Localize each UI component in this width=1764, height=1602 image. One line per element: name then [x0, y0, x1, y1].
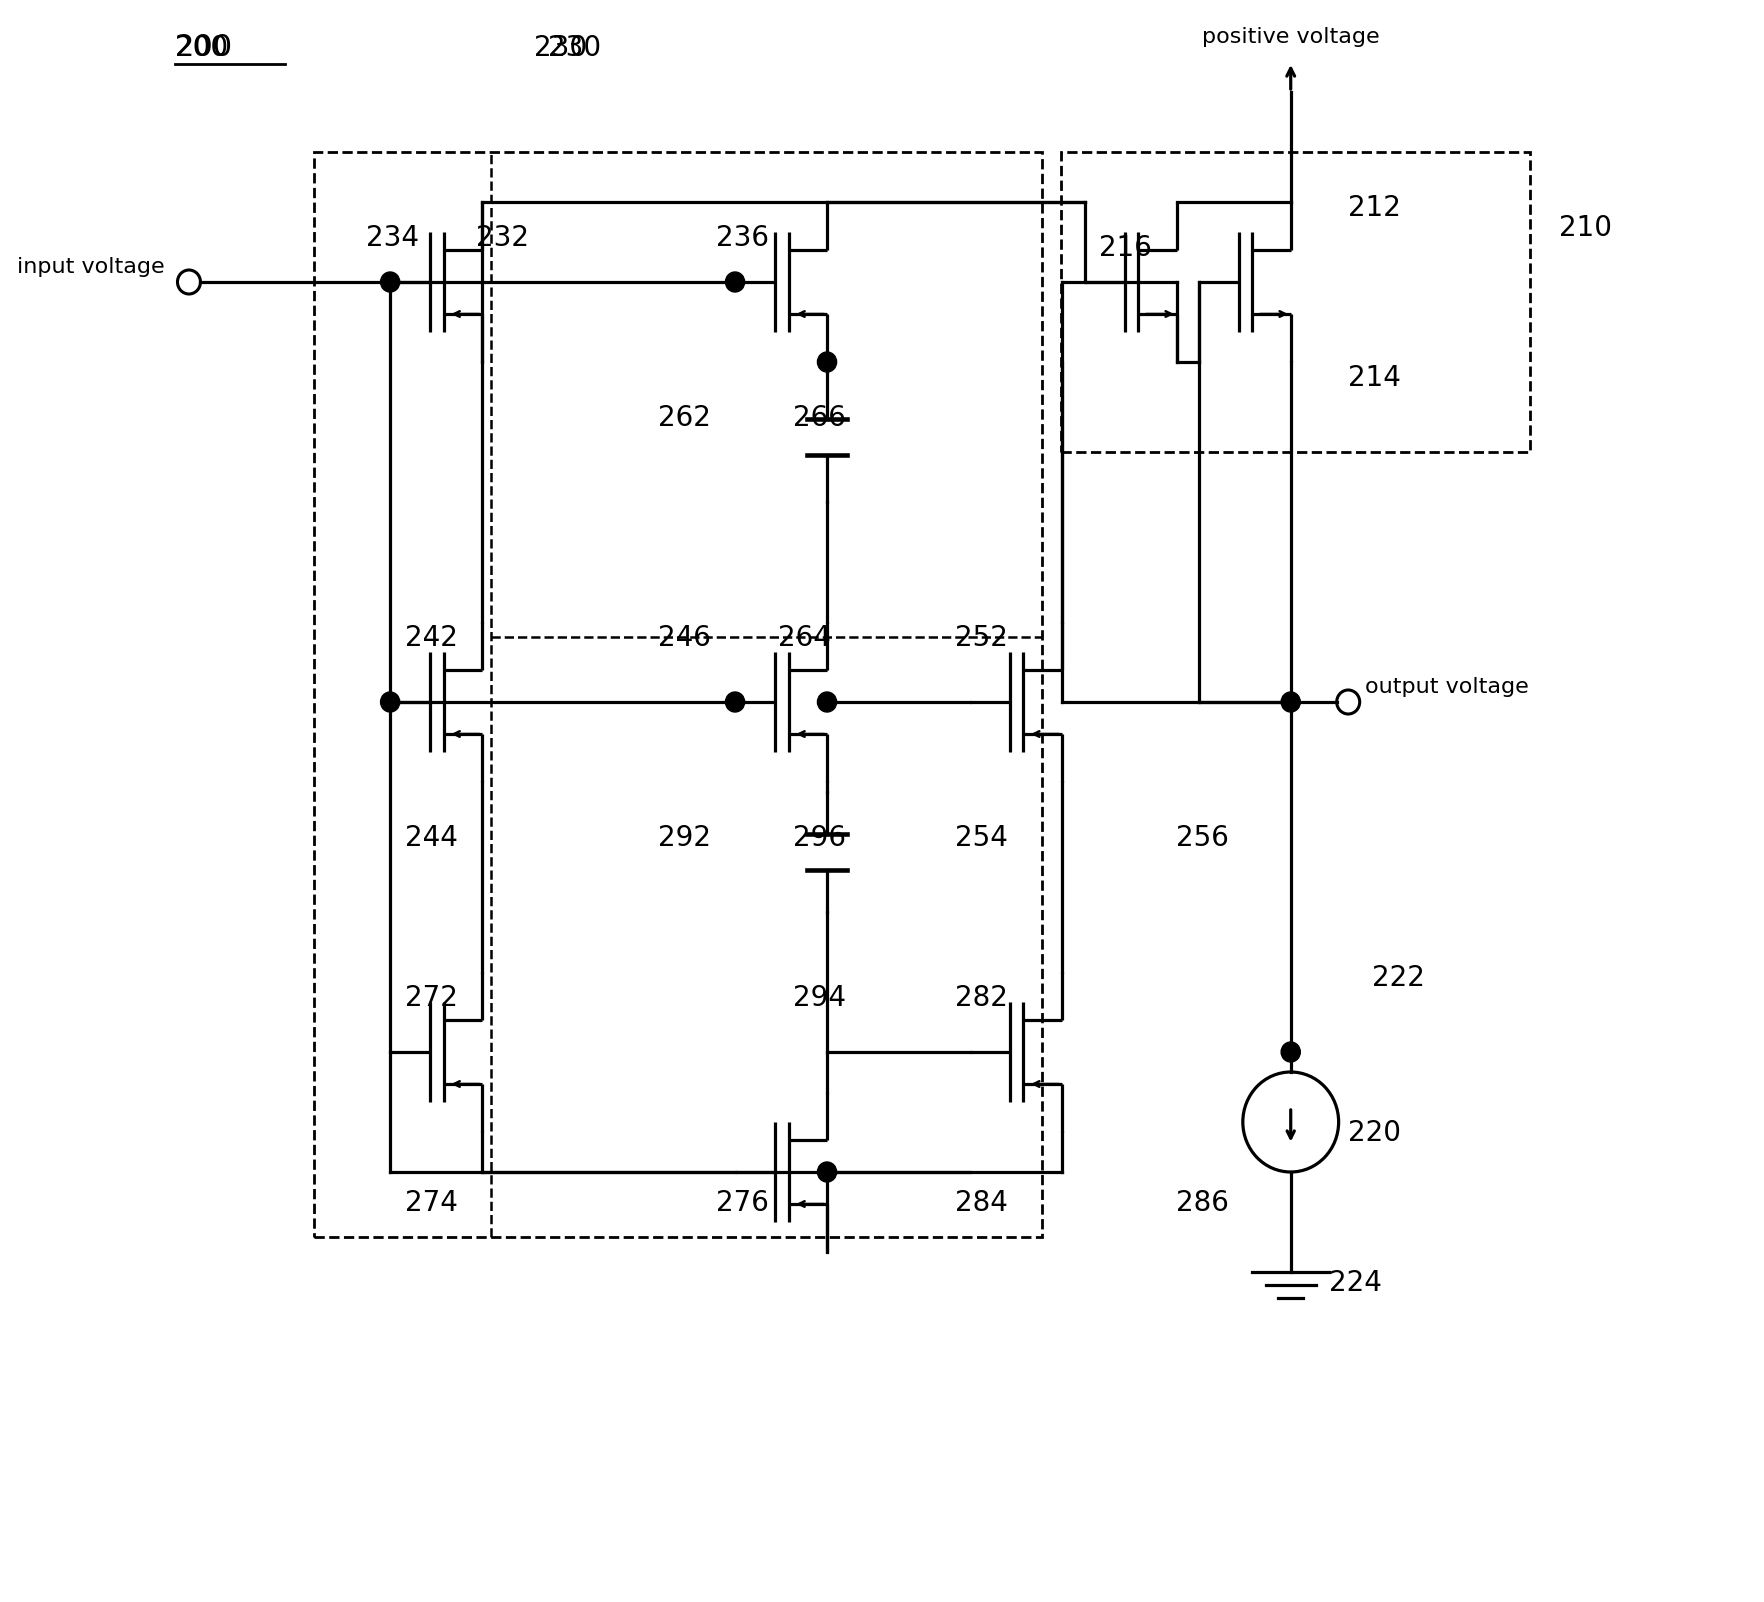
Text: positive voltage: positive voltage — [1201, 27, 1379, 46]
Text: 252: 252 — [956, 625, 1009, 652]
Text: 244: 244 — [404, 823, 457, 852]
Text: 230: 230 — [549, 34, 602, 62]
Text: 220: 220 — [1348, 1120, 1401, 1147]
Text: 242: 242 — [404, 625, 457, 652]
Text: 234: 234 — [367, 224, 420, 252]
Text: 262: 262 — [658, 404, 711, 433]
Circle shape — [381, 692, 400, 711]
Text: 222: 222 — [1372, 964, 1425, 992]
Text: 276: 276 — [716, 1189, 769, 1218]
Text: output voltage: output voltage — [1365, 678, 1529, 697]
Text: 254: 254 — [956, 823, 1009, 852]
Circle shape — [725, 272, 744, 292]
Text: 200: 200 — [175, 34, 228, 62]
Text: 272: 272 — [404, 984, 457, 1012]
Text: input voltage: input voltage — [18, 256, 166, 277]
Text: 224: 224 — [1328, 1269, 1381, 1298]
Text: 214: 214 — [1348, 364, 1401, 392]
Circle shape — [817, 1161, 836, 1182]
Circle shape — [817, 352, 836, 372]
Text: 292: 292 — [658, 823, 711, 852]
Text: 274: 274 — [404, 1189, 457, 1218]
Text: 216: 216 — [1099, 234, 1152, 263]
Text: 246: 246 — [658, 625, 711, 652]
Text: 284: 284 — [956, 1189, 1009, 1218]
Text: 236: 236 — [716, 224, 769, 252]
Text: 294: 294 — [792, 984, 845, 1012]
Circle shape — [1281, 1041, 1300, 1062]
Text: 264: 264 — [778, 625, 831, 652]
Text: 266: 266 — [792, 404, 845, 433]
Circle shape — [725, 692, 744, 711]
Text: 230: 230 — [534, 34, 587, 62]
Text: 200: 200 — [175, 34, 233, 62]
Text: 286: 286 — [1177, 1189, 1230, 1218]
Text: 282: 282 — [956, 984, 1009, 1012]
Text: 212: 212 — [1348, 194, 1401, 223]
Circle shape — [381, 272, 400, 292]
Text: 256: 256 — [1177, 823, 1230, 852]
Text: 210: 210 — [1559, 215, 1612, 242]
Circle shape — [1281, 692, 1300, 711]
Text: 232: 232 — [476, 224, 529, 252]
Text: 296: 296 — [792, 823, 845, 852]
Circle shape — [817, 692, 836, 711]
